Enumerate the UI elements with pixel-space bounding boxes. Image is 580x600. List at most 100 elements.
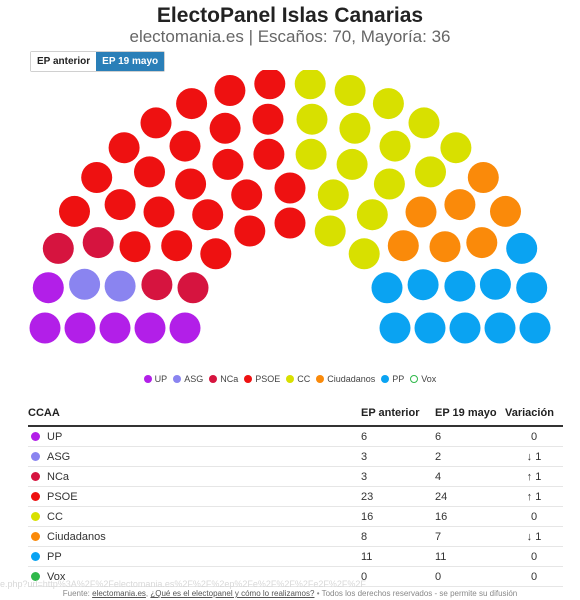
legend-item-psoe[interactable]: PSOE bbox=[244, 374, 280, 384]
seat-cc bbox=[339, 112, 371, 144]
page-title: ElectoPanel Islas Canarias bbox=[156, 4, 424, 27]
party-dot bbox=[31, 472, 40, 481]
seat-psoe bbox=[143, 196, 175, 228]
seat-up bbox=[99, 312, 131, 344]
seat-up bbox=[169, 312, 201, 344]
legend-item-asg[interactable]: ASG bbox=[173, 374, 203, 384]
legend-item-up[interactable]: UP bbox=[143, 374, 168, 384]
seat-pp bbox=[379, 312, 411, 344]
legend-item-cc[interactable]: CC bbox=[286, 374, 310, 384]
party-dot bbox=[31, 552, 40, 561]
seat-psoe bbox=[200, 238, 232, 270]
legend-item-ciudadanos[interactable]: Ciudadanos bbox=[316, 374, 375, 384]
seat-cc bbox=[379, 130, 411, 162]
seat-psoe bbox=[104, 189, 136, 221]
seat-up bbox=[64, 312, 96, 344]
table-row: Vox 0 0 0 bbox=[28, 566, 563, 587]
legend-dot bbox=[143, 375, 152, 383]
legend-label: CC bbox=[297, 374, 311, 384]
seat-cc bbox=[296, 103, 328, 135]
seat-cc bbox=[314, 215, 346, 247]
seat-nca bbox=[42, 232, 74, 264]
seat-psoe bbox=[81, 162, 113, 193]
footer-separator: , bbox=[145, 589, 151, 598]
seats-current: 7 bbox=[435, 526, 505, 547]
status-url-overlay: e.php?url=http%3A%2F%2Felectomania.es%2F… bbox=[0, 579, 366, 589]
seats-prev: 3 bbox=[361, 446, 435, 467]
seat-psoe bbox=[231, 179, 263, 211]
seats-variation: 0 bbox=[505, 426, 563, 447]
footer-about-link[interactable]: ¿Qué es el electopanel y cómo lo realiza… bbox=[150, 589, 315, 598]
seat-pp bbox=[516, 272, 548, 304]
col-header-ccaa: CCAA bbox=[28, 406, 361, 427]
footer-rights: • Todos los derechos reservados - se per… bbox=[314, 589, 518, 598]
chart-legend: UP ASG NCa PSOE CC Ciudadanos PP Vox bbox=[0, 374, 580, 384]
seat-cc bbox=[336, 148, 368, 180]
seat-psoe bbox=[108, 132, 140, 164]
seat-cc bbox=[294, 70, 326, 100]
legend-item-vox[interactable]: Vox bbox=[410, 374, 436, 384]
seat-pp bbox=[444, 270, 476, 302]
seats-current: 11 bbox=[435, 546, 505, 567]
seat-ciudadanos bbox=[405, 196, 437, 228]
seat-psoe bbox=[134, 156, 165, 188]
table-body: UP 6 6 0 ASG 3 2 ↓ 1 NCa 3 4 ↑ 1 PSOE 23 24 ↑ 1 CC 16… bbox=[28, 426, 563, 587]
seat-ciudadanos bbox=[467, 162, 499, 193]
seat-cc bbox=[317, 179, 349, 211]
seat-pp bbox=[484, 312, 516, 344]
seat-up bbox=[29, 312, 61, 344]
party-dot bbox=[31, 452, 40, 461]
seat-psoe bbox=[192, 199, 224, 231]
legend-item-nca[interactable]: NCa bbox=[209, 374, 238, 384]
seats-variation: ↓ 1 bbox=[505, 446, 563, 467]
seat-cc bbox=[334, 75, 366, 106]
seat-asg bbox=[69, 268, 101, 300]
parliament-hemicycle-chart bbox=[29, 70, 551, 344]
legend-dot bbox=[316, 375, 325, 383]
party-dot bbox=[31, 572, 40, 581]
table-row: Ciudadanos 8 7 ↓ 1 bbox=[28, 526, 563, 547]
table-row: ASG 3 2 ↓ 1 bbox=[28, 446, 563, 467]
seat-cc bbox=[440, 132, 472, 164]
seats-prev: 11 bbox=[361, 546, 435, 567]
seat-up bbox=[134, 312, 166, 344]
seat-ciudadanos bbox=[490, 195, 521, 227]
seat-cc bbox=[415, 156, 446, 188]
seats-table: CCAA EP anterior EP 19 mayo Variación UP… bbox=[28, 406, 563, 587]
footer-prefix: Fuente: bbox=[62, 589, 93, 598]
seats-current: 24 bbox=[435, 486, 505, 507]
seat-cc bbox=[295, 138, 327, 170]
seat-psoe bbox=[214, 75, 246, 106]
table-row: PP 11 11 0 bbox=[28, 546, 563, 567]
seats-current: 6 bbox=[435, 426, 505, 447]
seat-pp bbox=[449, 312, 481, 344]
seat-psoe bbox=[176, 88, 208, 120]
legend-dot bbox=[410, 375, 419, 383]
seat-pp bbox=[371, 272, 403, 304]
party-name: Ciudadanos bbox=[47, 530, 106, 543]
footer-source-link[interactable]: electomania.es bbox=[92, 589, 146, 598]
seat-nca bbox=[177, 272, 209, 304]
seat-pp bbox=[479, 268, 511, 300]
seat-cc bbox=[408, 107, 440, 139]
legend-dot bbox=[173, 375, 182, 383]
seat-ciudadanos bbox=[387, 230, 419, 262]
legend-item-pp[interactable]: PP bbox=[381, 374, 404, 384]
seat-up bbox=[32, 272, 64, 304]
legend-dot bbox=[286, 375, 295, 383]
seat-psoe bbox=[119, 231, 151, 263]
table-row: PSOE 23 24 ↑ 1 bbox=[28, 486, 563, 507]
seat-nca bbox=[141, 269, 173, 301]
seat-psoe bbox=[274, 207, 306, 239]
seats-variation: ↑ 1 bbox=[505, 486, 563, 507]
seat-pp bbox=[519, 312, 551, 344]
seat-ciudadanos bbox=[429, 231, 461, 263]
party-name: Vox bbox=[47, 570, 66, 583]
party-dot bbox=[31, 432, 40, 441]
tab-ep-19-mayo[interactable]: EP 19 mayo bbox=[96, 52, 165, 71]
tab-ep-anterior[interactable]: EP anterior bbox=[31, 52, 97, 71]
legend-label: UP bbox=[154, 374, 168, 384]
seat-psoe bbox=[169, 130, 201, 162]
seat-psoe bbox=[175, 168, 207, 200]
table-row: CC 16 16 0 bbox=[28, 506, 563, 527]
